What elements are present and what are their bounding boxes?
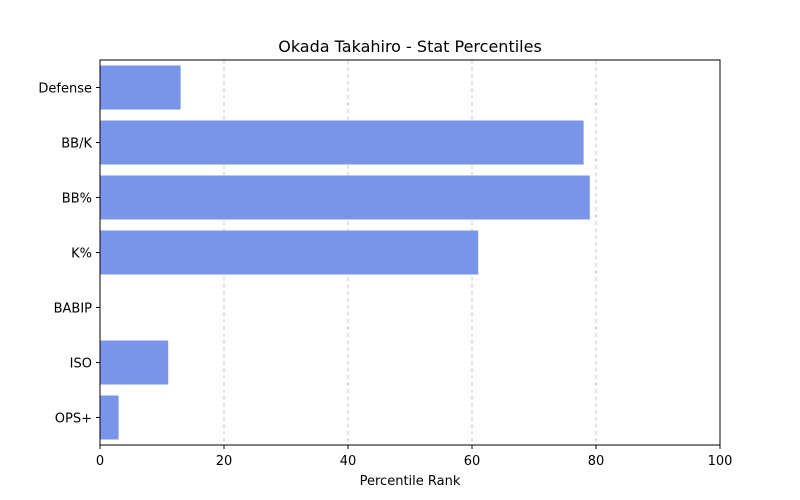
y-tick-label: BB/K — [61, 137, 92, 152]
x-tick-label: 20 — [216, 454, 233, 469]
bar-bb-k — [100, 120, 584, 165]
x-tick-label: 100 — [708, 454, 733, 469]
y-tick-label: Defense — [38, 82, 92, 97]
bar-bb- — [100, 175, 590, 220]
y-tick-label: K% — [71, 247, 92, 262]
y-tick-label: OPS+ — [55, 412, 92, 427]
x-axis-label: Percentile Rank — [360, 474, 461, 489]
x-tick-label: 80 — [588, 454, 605, 469]
bars — [100, 65, 590, 440]
y-axis-ticks: OPS+ ISO BABIP K% BB% BB/K Defense — [38, 82, 100, 427]
chart-title: Okada Takahiro - Stat Percentiles — [278, 37, 542, 56]
y-tick-label: BABIP — [54, 302, 93, 317]
y-tick-label: BB% — [62, 192, 92, 207]
bar-defense — [100, 65, 181, 110]
y-tick-label: ISO — [70, 357, 92, 372]
x-tick-label: 60 — [464, 454, 481, 469]
bar-k- — [100, 230, 479, 275]
bar-iso — [100, 340, 169, 385]
bar-ops- — [100, 395, 119, 440]
x-axis-ticks: 0 20 40 60 80 100 — [96, 445, 733, 469]
x-tick-label: 0 — [96, 454, 104, 469]
x-tick-label: 40 — [340, 454, 357, 469]
